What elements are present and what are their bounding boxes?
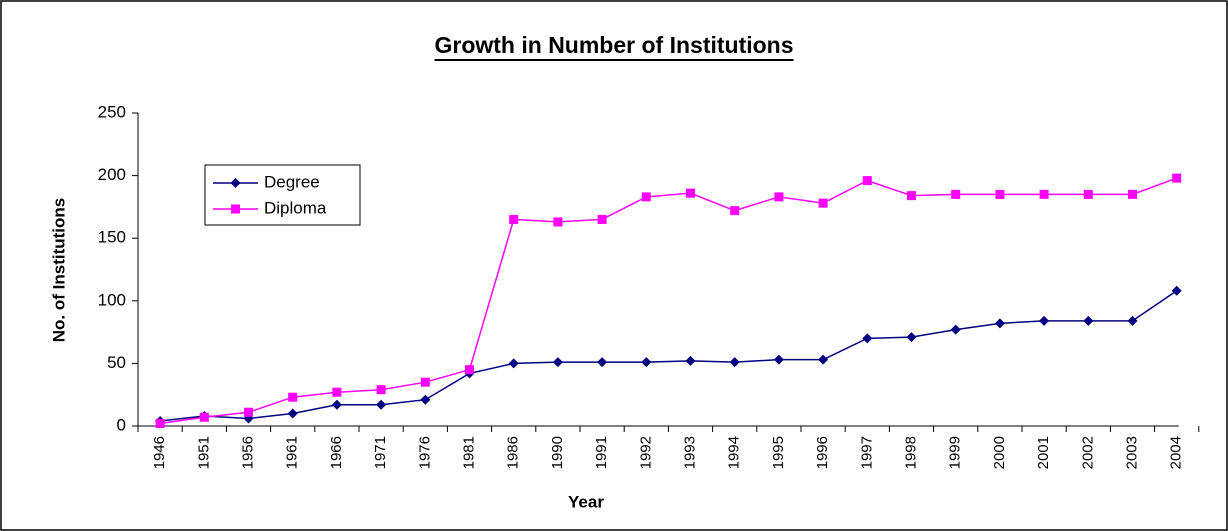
marker	[994, 318, 1005, 329]
marker	[1083, 315, 1094, 326]
y-axis-title: No. of Institutions	[49, 198, 68, 342]
marker	[288, 392, 298, 402]
marker	[231, 204, 240, 214]
marker	[686, 188, 695, 198]
marker	[1039, 189, 1049, 199]
marker	[818, 354, 829, 365]
marker	[376, 399, 387, 410]
marker	[1171, 285, 1182, 296]
marker	[597, 357, 608, 368]
marker	[420, 394, 431, 405]
x-tick-label: 2002	[1079, 436, 1096, 469]
marker	[1128, 189, 1137, 199]
legend-box	[204, 164, 361, 226]
series-line	[159, 177, 1177, 425]
x-tick-label: 1994	[726, 436, 743, 469]
y-title-clip: No. of Institutions	[49, 198, 68, 342]
marker	[199, 412, 209, 422]
y-tick-label: 150	[98, 228, 126, 247]
marker	[951, 189, 961, 199]
legend-label: Diploma	[264, 198, 327, 217]
x-tick-label: 1946	[151, 436, 168, 469]
y-tick-label: 50	[107, 353, 126, 372]
x-tick-label: 2000	[991, 436, 1008, 469]
marker	[155, 418, 165, 428]
marker	[729, 357, 740, 368]
marker	[641, 357, 652, 368]
marker	[287, 408, 298, 419]
x-tick-label: 2001	[1035, 436, 1052, 469]
x-tick-label: 1997	[858, 436, 875, 469]
x-tick-label: 1971	[372, 436, 389, 469]
marker	[1039, 315, 1050, 326]
marker	[995, 189, 1005, 199]
marker	[950, 324, 961, 335]
x-axis-title: Year	[568, 492, 604, 511]
x-tick-label: 1996	[814, 436, 831, 469]
marker	[552, 357, 563, 368]
marker	[597, 214, 607, 224]
marker	[1127, 315, 1138, 326]
x-tick-label: 1986	[505, 436, 522, 469]
y-tick-label: 0	[117, 415, 126, 434]
marker	[465, 365, 474, 375]
legend-label: Degree	[264, 172, 320, 191]
marker	[230, 178, 241, 188]
x-tick-label: 1981	[460, 436, 477, 469]
x-tick-label: 1990	[549, 436, 566, 469]
marker	[730, 206, 740, 216]
x-tick-label: 1995	[770, 436, 787, 469]
x-tick-label: 1998	[902, 436, 919, 469]
marker	[774, 192, 784, 202]
x-tick-label: 1993	[681, 436, 698, 469]
marker	[331, 399, 342, 410]
marker	[1172, 173, 1182, 183]
x-tick-label: 1956	[239, 436, 256, 469]
x-tick-label: 1991	[593, 436, 610, 469]
y-tick-label: 200	[98, 165, 126, 184]
marker	[773, 354, 784, 365]
y-tick-label: 250	[98, 102, 126, 121]
marker	[862, 333, 873, 344]
marker	[818, 198, 828, 208]
x-tick-label: 2004	[1168, 436, 1185, 469]
marker	[553, 217, 563, 227]
marker	[906, 332, 917, 343]
marker	[641, 192, 651, 202]
marker	[376, 385, 386, 395]
marker	[907, 191, 916, 201]
marker	[244, 407, 253, 417]
x-tick-label: 1951	[195, 436, 212, 469]
chart-title: Growth in Number of Institutions	[434, 32, 793, 58]
x-tick-label: 1999	[947, 436, 964, 469]
x-tick-label: 1961	[284, 436, 301, 469]
x-tick-label: 1966	[328, 436, 345, 469]
y-tick-label: 100	[98, 290, 126, 309]
marker	[332, 387, 342, 397]
x-tick-label: 1992	[637, 436, 654, 469]
marker	[508, 358, 519, 369]
marker	[862, 176, 872, 186]
marker	[1083, 189, 1093, 199]
marker	[420, 377, 430, 387]
x-tick-label: 1976	[416, 436, 433, 469]
series-line	[160, 290, 1178, 422]
marker	[509, 214, 519, 224]
x-tick-label: 2003	[1123, 436, 1140, 469]
marker	[685, 355, 696, 366]
